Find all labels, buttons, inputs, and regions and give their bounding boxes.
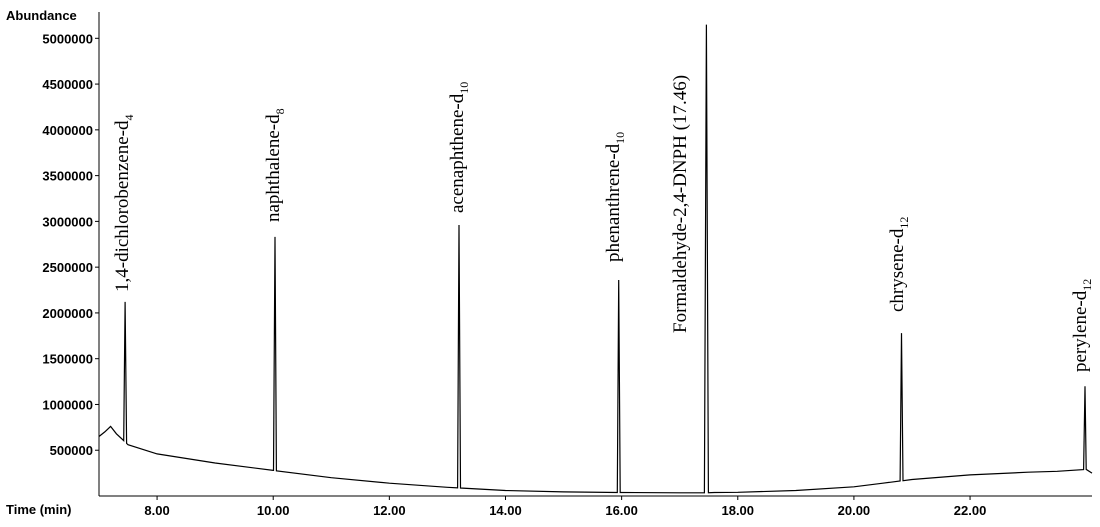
peak-label: Formaldehyde-2,4-DNPH (17.46) — [670, 75, 691, 333]
peak-label-name: Formaldehyde-2,4-DNPH (17.46) — [670, 75, 691, 333]
x-tick-label: 12.00 — [373, 503, 406, 518]
y-tick-label: 1500000 — [42, 352, 93, 367]
peak-label-name: perylene-d — [1070, 290, 1091, 372]
y-axis-label: Abundance — [6, 8, 77, 23]
x-tick-label: 14.00 — [489, 503, 522, 518]
peak-label: 1,4-dichlorobenzene-d4 — [112, 115, 136, 292]
y-tick-label: 2500000 — [42, 260, 93, 275]
peak-label-subscript: 12 — [897, 217, 911, 229]
peak-label-subscript: 10 — [457, 82, 471, 94]
peak-label-name: chrysene-d — [887, 228, 908, 312]
peak-label-subscript: 8 — [273, 108, 287, 114]
peak-label: acenaphthene-d10 — [447, 82, 471, 213]
x-tick-label: 16.00 — [605, 503, 638, 518]
y-tick-label: 4000000 — [42, 123, 93, 138]
peak-label-group: 1,4-dichlorobenzene-d4 naphthalene-d8 acen… — [112, 75, 1094, 372]
y-tick-label: 500000 — [50, 443, 93, 458]
peak-label-subscript: 10 — [613, 132, 627, 144]
peak-label-name: acenaphthene-d — [447, 93, 468, 213]
peak-label-name: naphthalene-d — [263, 114, 284, 222]
x-tick-label: 8.00 — [144, 503, 169, 518]
peak-label: phenanthrene-d10 — [603, 132, 627, 262]
peak-label: perylene-d12 — [1070, 279, 1094, 372]
peak-label-subscript: 12 — [1080, 279, 1094, 291]
y-tick-label: 5000000 — [42, 31, 93, 46]
y-tick-label: 1000000 — [42, 397, 93, 412]
axes — [98, 12, 1092, 497]
peak-label-name: 1,4-dichlorobenzene-d — [112, 120, 133, 292]
chromatogram-trace — [98, 24, 1093, 494]
peak-label: naphthalene-d8 — [263, 108, 287, 222]
x-tick-label: 22.00 — [954, 503, 987, 518]
peak-label-name: phenanthrene-d — [603, 143, 624, 262]
x-axis-label: Time (min) — [6, 502, 72, 517]
y-tick-label: 4500000 — [42, 77, 93, 92]
y-tick-label: 3000000 — [42, 214, 93, 229]
y-tick-label: 3500000 — [42, 169, 93, 184]
x-tick-label: 20.00 — [838, 503, 871, 518]
x-tick-label: 18.00 — [721, 503, 754, 518]
y-tick-label: 2000000 — [42, 306, 93, 321]
peak-label: chrysene-d12 — [887, 217, 911, 312]
tick-group: 500000 1000000 1500000 2000000 2500000 300000… — [42, 31, 986, 518]
peak-label-subscript: 4 — [122, 115, 136, 121]
x-tick-label: 10.00 — [257, 503, 290, 518]
